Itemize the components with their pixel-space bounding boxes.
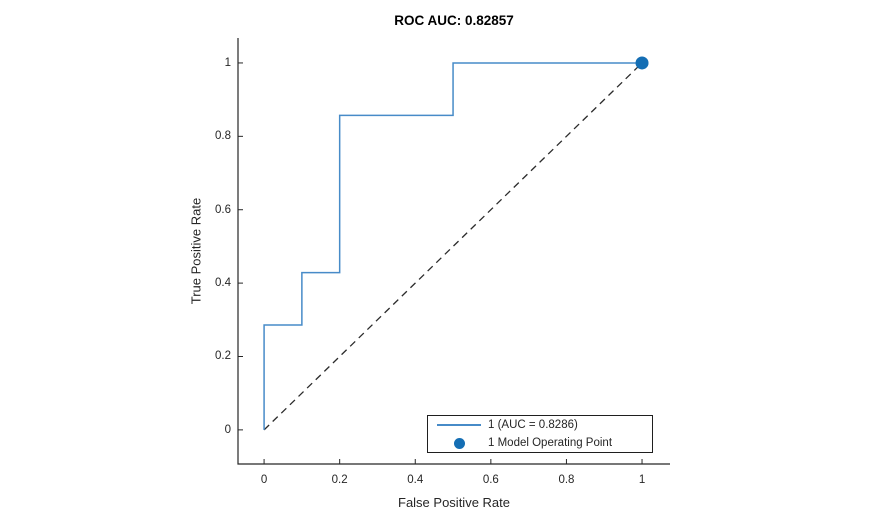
x-tick-label: 0.6	[482, 474, 499, 486]
x-tick-label: 1	[638, 474, 646, 486]
axis-lines	[237, 38, 670, 465]
legend-entry-operating-point: 1 Model Operating Point	[428, 434, 652, 452]
x-tick-label: 0.2	[331, 474, 348, 486]
chance-diagonal	[263, 62, 643, 431]
legend-entry-roc-curve: 1 (AUC = 0.8286)	[428, 416, 652, 434]
y-tick-label: 0.4	[215, 277, 231, 290]
x-tick-label: 0	[260, 474, 268, 486]
x-tick-label: 0.4	[407, 474, 424, 486]
x-axis-label: False Positive Rate	[398, 495, 510, 510]
legend: 1 (AUC = 0.8286) 1 Model Operating Point	[427, 415, 653, 453]
x-tick-label: 0.8	[558, 474, 575, 486]
y-tick-label: 0.6	[215, 203, 231, 216]
legend-label-operating-point: 1 Model Operating Point	[488, 437, 613, 449]
legend-dot-swatch	[453, 437, 465, 449]
y-tick-label: 1	[224, 56, 231, 69]
y-tick-label: 0.8	[215, 130, 231, 143]
y-tick-label: 0.2	[215, 350, 231, 363]
legend-label-roc-curve: 1 (AUC = 0.8286)	[488, 419, 578, 431]
legend-swatch-area	[434, 437, 484, 449]
operating-point-marker	[635, 56, 649, 70]
legend-swatch-area	[434, 424, 484, 426]
y-tick-label: 0	[224, 423, 231, 436]
roc-curve	[263, 62, 643, 430]
chart-title: ROC AUC: 0.82857	[394, 13, 514, 28]
legend-line-swatch	[437, 424, 481, 426]
